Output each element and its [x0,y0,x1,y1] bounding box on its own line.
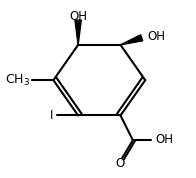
Polygon shape [121,35,143,45]
Polygon shape [75,20,81,45]
Text: I: I [50,109,53,122]
Text: OH: OH [155,133,173,146]
Text: OH: OH [147,30,165,43]
Text: O: O [115,157,124,170]
Text: CH$_3$: CH$_3$ [5,73,30,88]
Text: OH: OH [69,10,87,23]
